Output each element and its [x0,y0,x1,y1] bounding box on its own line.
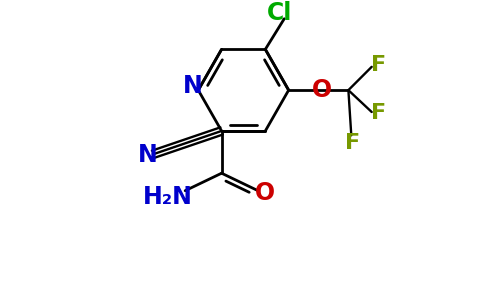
Text: N: N [182,74,202,98]
Text: N: N [137,143,157,167]
Text: F: F [371,103,387,124]
Text: F: F [345,133,360,153]
Text: F: F [371,56,387,75]
Text: H₂N: H₂N [143,184,193,208]
Text: Cl: Cl [267,1,292,25]
Text: O: O [255,181,275,205]
Text: O: O [312,78,332,102]
